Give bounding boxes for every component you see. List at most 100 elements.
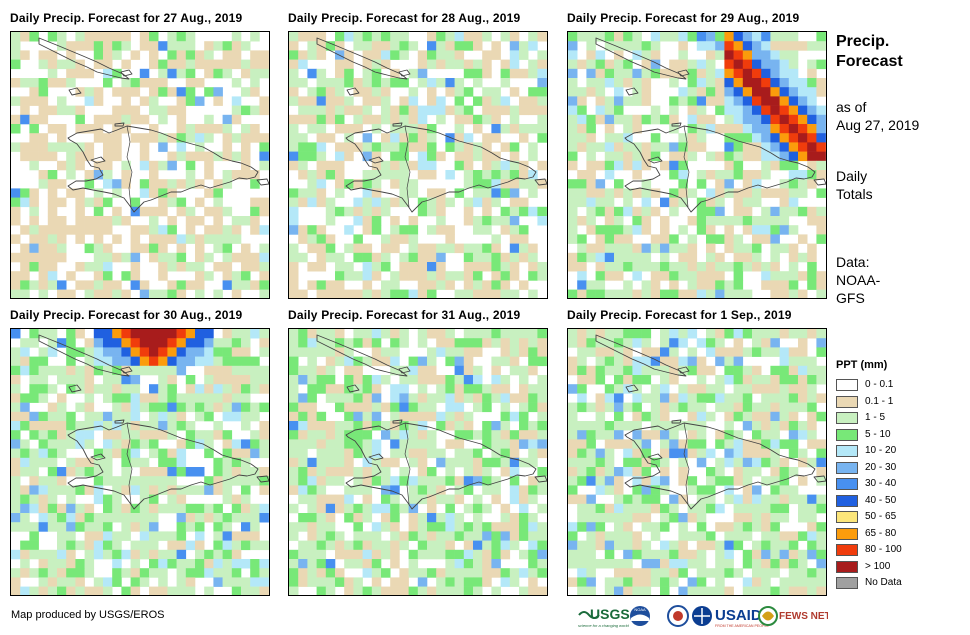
precip-cell	[176, 522, 187, 532]
precip-cell	[687, 59, 698, 70]
precip-cell	[706, 114, 716, 125]
precip-cell	[779, 160, 790, 171]
precip-cell	[176, 485, 187, 495]
precip-cell	[696, 411, 707, 422]
precip-cell	[112, 32, 122, 42]
precip-cell	[344, 411, 354, 422]
precip-cell	[158, 329, 168, 339]
precip-cell	[241, 151, 251, 162]
precip-cell	[250, 411, 260, 422]
precip-cell	[528, 531, 538, 541]
precip-cell	[158, 365, 168, 376]
precip-cell	[307, 142, 317, 152]
precip-cell	[103, 356, 113, 367]
precip-cell	[586, 549, 596, 560]
precip-cell	[568, 522, 578, 532]
precip-cell	[586, 114, 596, 125]
precip-cell	[491, 494, 501, 505]
precip-cell	[176, 421, 187, 431]
precip-cell	[473, 402, 483, 413]
precip-cell	[715, 375, 725, 385]
precip-cell	[445, 421, 455, 431]
precip-cell	[678, 96, 688, 106]
precip-cell	[696, 105, 707, 116]
precip-cell	[213, 522, 223, 532]
precip-cell	[371, 356, 382, 367]
precip-cell	[577, 586, 587, 595]
precip-cell	[463, 384, 474, 394]
precip-cell	[213, 197, 223, 208]
precip-cell	[408, 356, 419, 367]
precip-cell	[344, 577, 354, 587]
precip-cell	[586, 87, 596, 97]
precip-cell	[687, 216, 698, 226]
precip-cell	[103, 365, 113, 376]
precip-cell	[222, 329, 233, 339]
precip-cell	[222, 531, 233, 541]
precip-cell	[130, 513, 141, 523]
precip-cell	[408, 289, 419, 298]
precip-cell	[20, 114, 30, 125]
precip-cell	[509, 476, 520, 486]
precip-cell	[139, 531, 150, 541]
precip-cell	[176, 41, 187, 51]
precip-cell	[614, 216, 624, 226]
precip-cell	[167, 289, 177, 298]
precip-cell	[344, 151, 354, 162]
precip-cell	[509, 59, 520, 70]
precip-cell	[93, 41, 104, 51]
precip-cell	[724, 448, 734, 459]
precip-cell	[500, 411, 511, 422]
precip-cell	[84, 197, 95, 208]
precip-cell	[344, 243, 354, 254]
precip-cell	[47, 252, 58, 263]
precip-cell	[724, 365, 734, 376]
precip-cell	[500, 59, 511, 70]
precip-cell	[742, 485, 753, 495]
precip-cell	[519, 430, 529, 440]
precip-cell	[29, 329, 39, 339]
precip-cell	[568, 476, 578, 486]
precip-cell	[195, 513, 205, 523]
map-credit: Map produced by USGS/EROS	[11, 609, 165, 621]
precip-cell	[130, 234, 141, 244]
precip-cell	[604, 262, 615, 272]
precip-cell	[213, 356, 223, 367]
precip-cell	[577, 347, 587, 357]
precip-cell	[537, 262, 547, 272]
precip-cell	[130, 271, 141, 281]
precip-cell	[788, 206, 799, 217]
precip-cell	[75, 105, 85, 116]
precip-cell	[742, 41, 753, 51]
precip-cell	[241, 347, 251, 357]
precip-cell	[84, 586, 95, 595]
precip-cell	[632, 262, 642, 272]
precip-cell	[298, 252, 308, 263]
precip-cell	[482, 96, 492, 106]
precip-cell	[715, 179, 725, 189]
precip-cell	[362, 411, 373, 422]
precip-cell	[195, 338, 205, 348]
precip-cell	[103, 586, 113, 595]
precip-cell	[195, 393, 205, 403]
precip-cell	[11, 142, 21, 152]
precip-cell	[436, 271, 446, 281]
precip-cell	[463, 365, 474, 376]
precip-cell	[335, 421, 345, 431]
precip-cell	[595, 59, 606, 70]
precip-cell	[103, 280, 113, 290]
precip-cell	[445, 540, 455, 551]
precip-cell	[641, 206, 652, 217]
legend-label: 5 - 10	[865, 428, 891, 440]
precip-cell	[289, 457, 299, 468]
precip-cell	[614, 568, 624, 578]
noaa-logo: NOAA	[630, 606, 650, 626]
precip-cell	[20, 151, 30, 162]
precip-cell	[632, 375, 642, 385]
precip-cell	[29, 356, 39, 367]
precip-cell	[289, 32, 299, 42]
precip-cell	[112, 87, 122, 97]
precip-cell	[66, 347, 76, 357]
precip-cell	[11, 457, 21, 468]
precip-cell	[399, 503, 409, 514]
